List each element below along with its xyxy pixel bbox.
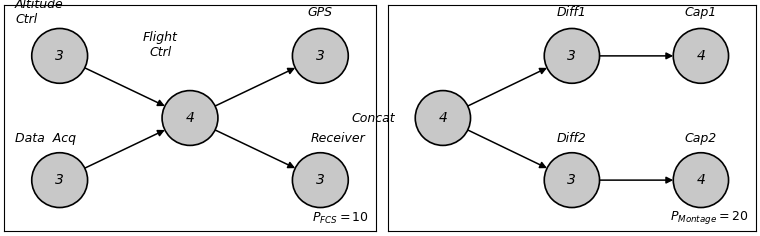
- Text: GPS: GPS: [308, 5, 333, 19]
- Text: Receiver: Receiver: [310, 132, 365, 145]
- Text: Cap2: Cap2: [685, 132, 717, 145]
- Text: 4: 4: [696, 173, 705, 187]
- Circle shape: [544, 153, 600, 207]
- Circle shape: [293, 29, 348, 83]
- Text: Diff1: Diff1: [557, 5, 587, 19]
- Text: 3: 3: [568, 173, 576, 187]
- Text: 3: 3: [568, 49, 576, 63]
- Text: 4: 4: [696, 49, 705, 63]
- Circle shape: [544, 29, 600, 83]
- Circle shape: [293, 153, 348, 207]
- Text: 3: 3: [55, 49, 64, 63]
- Text: Diff2: Diff2: [557, 132, 587, 145]
- Text: Flight
Ctrl: Flight Ctrl: [143, 31, 178, 59]
- Text: 4: 4: [439, 111, 448, 125]
- Text: $P_{Montage} = 20$: $P_{Montage} = 20$: [670, 209, 749, 226]
- Text: Cap1: Cap1: [685, 5, 717, 19]
- Circle shape: [673, 153, 729, 207]
- Circle shape: [32, 153, 87, 207]
- Text: 3: 3: [316, 173, 325, 187]
- Circle shape: [162, 91, 218, 145]
- Text: Altitude
Ctrl: Altitude Ctrl: [15, 0, 64, 26]
- Text: Concat: Concat: [351, 111, 395, 125]
- Text: 4: 4: [185, 111, 195, 125]
- Text: 3: 3: [55, 173, 64, 187]
- Text: 3: 3: [316, 49, 325, 63]
- Circle shape: [415, 91, 470, 145]
- Text: Data  Acq: Data Acq: [15, 132, 76, 145]
- Circle shape: [673, 29, 729, 83]
- Circle shape: [32, 29, 87, 83]
- Text: $P_{FCS} = 10$: $P_{FCS} = 10$: [312, 211, 369, 226]
